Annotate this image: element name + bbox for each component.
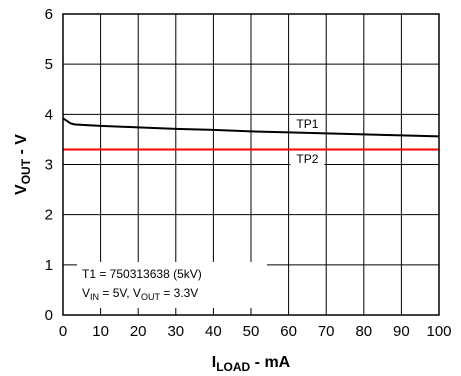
- y-tick-label-2: 2: [45, 207, 53, 224]
- annotation-line-2-part-0: V: [82, 286, 90, 300]
- y-axis-title: VOUT - V: [13, 134, 33, 195]
- x-tick-label-90: 90: [393, 323, 410, 340]
- x-axis-title: ILOAD - mA: [212, 354, 291, 374]
- y-tick-label-4: 4: [45, 106, 53, 123]
- conditions-annotation: T1 = 750313638 (5kV) VIN = 5V, VOUT = 3.…: [77, 262, 267, 308]
- series-label-bg-tp1: [290, 116, 325, 131]
- series-lines: [62, 116, 440, 166]
- x-tick-label-60: 60: [280, 323, 297, 340]
- x-tick-label-40: 40: [205, 323, 222, 340]
- annotation-line-2-part-1: IN: [90, 292, 99, 302]
- y-axis-title-main: V: [13, 184, 30, 195]
- y-tick-label-1: 1: [45, 257, 53, 274]
- series-label-tp1: TP1: [296, 117, 318, 131]
- annotation-line-2: VIN = 5V, VOUT = 3.3V: [82, 286, 198, 302]
- x-tick-label-100: 100: [426, 323, 451, 340]
- series-label-tp2: TP2: [296, 152, 318, 166]
- x-tick-label-50: 50: [243, 323, 260, 340]
- series-line-tp1: [62, 117, 440, 138]
- y-axis-title-rest: - V: [13, 134, 30, 159]
- y-tick-label-6: 6: [45, 6, 53, 23]
- x-axis-title-main: I: [212, 354, 216, 371]
- x-axis-title-sub: LOAD: [216, 360, 250, 374]
- x-axis-title-rest: - mA: [250, 354, 290, 371]
- annotation-line-2-part-3: OUT: [141, 292, 161, 302]
- annotation-background: [77, 262, 267, 308]
- annotation-line-2-part-2: = 5V, V: [99, 286, 141, 300]
- x-tick-label-10: 10: [92, 323, 109, 340]
- annotation-line-2-part-4: = 3.3V: [160, 286, 198, 300]
- y-axis-title-sub: OUT: [19, 158, 33, 184]
- y-tick-label-0: 0: [45, 307, 53, 324]
- x-tick-label-30: 30: [167, 323, 184, 340]
- y-tick-label-3: 3: [45, 157, 53, 174]
- tick-labels: 0 10 20 30 40 50 60 70 80 90 100 0 1 2 3 4 5 6: [45, 6, 452, 340]
- x-tick-label-70: 70: [318, 323, 335, 340]
- plot-frame: [62, 13, 440, 316]
- x-tick-label-80: 80: [355, 323, 372, 340]
- series-label-bg-tp2: [290, 151, 325, 166]
- y-tick-label-5: 5: [45, 56, 53, 73]
- x-tick-label-20: 20: [130, 323, 147, 340]
- x-tick-label-0: 0: [59, 323, 67, 340]
- annotation-line-1: T1 = 750313638 (5kV): [82, 267, 202, 281]
